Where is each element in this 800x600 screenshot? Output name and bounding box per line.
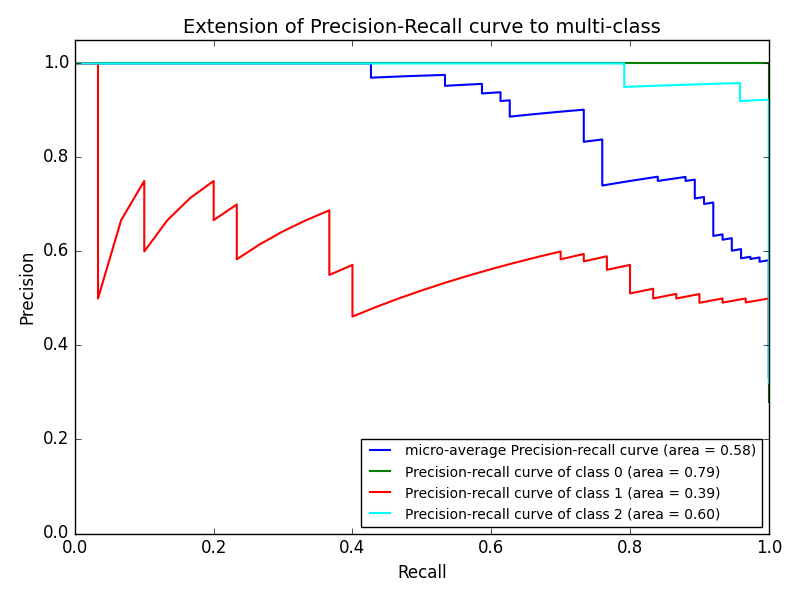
Precision-recall curve of class 1 (area = 0.39) [348,304,358,311]
Precision-recall curve of class 1 (area = 0.39) [764,342,774,349]
Precision-recall curve of class 0 (area = 0.79) [764,328,774,335]
Precision-recall curve of class 0 (area = 0.79) [764,385,774,392]
Legend: micro-average Precision-recall curve (area = 0.58), Precision-recall curve of cl: micro-average Precision-recall curve (ar… [361,439,762,527]
Line: micro-average Precision-recall curve (area = 0.58): micro-average Precision-recall curve (ar… [75,64,769,377]
Precision-recall curve of class 2 (area = 0.60) [764,379,774,386]
micro-average Precision-recall curve (area = 0.58) [70,60,80,67]
Line: Precision-recall curve of class 1 (area = 0.39): Precision-recall curve of class 1 (area … [75,64,769,346]
micro-average Precision-recall curve (area = 0.58) [570,107,579,114]
Precision-recall curve of class 1 (area = 0.39) [302,217,311,224]
Precision-recall curve of class 0 (area = 0.79) [764,398,774,406]
micro-average Precision-recall curve (area = 0.58) [764,367,774,374]
Precision-recall curve of class 0 (area = 0.79) [533,60,542,67]
Precision-recall curve of class 2 (area = 0.60) [764,112,774,119]
Precision-recall curve of class 2 (area = 0.60) [619,60,629,67]
Precision-recall curve of class 1 (area = 0.39) [94,60,103,67]
Precision-recall curve of class 0 (area = 0.79) [764,164,774,172]
Precision-recall curve of class 1 (area = 0.39) [648,290,658,297]
Precision-recall curve of class 2 (area = 0.60) [475,60,485,67]
micro-average Precision-recall curve (area = 0.58) [709,209,718,216]
Precision-recall curve of class 2 (area = 0.60) [764,364,774,371]
Precision-recall curve of class 2 (area = 0.60) [735,97,745,104]
micro-average Precision-recall curve (area = 0.58) [764,373,774,380]
Line: Precision-recall curve of class 0 (area = 0.79): Precision-recall curve of class 0 (area … [75,64,769,402]
Y-axis label: Precision: Precision [18,250,36,324]
Precision-recall curve of class 2 (area = 0.60) [764,217,774,224]
micro-average Precision-recall curve (area = 0.58) [598,168,607,175]
micro-average Precision-recall curve (area = 0.58) [107,60,117,67]
micro-average Precision-recall curve (area = 0.58) [366,60,376,67]
Precision-recall curve of class 1 (area = 0.39) [764,323,774,330]
Precision-recall curve of class 0 (area = 0.79) [70,60,80,67]
Precision-recall curve of class 2 (area = 0.60) [70,60,80,67]
Precision-recall curve of class 1 (area = 0.39) [70,60,80,67]
Precision-recall curve of class 1 (area = 0.39) [556,256,566,263]
Precision-recall curve of class 0 (area = 0.79) [764,135,774,142]
Line: Precision-recall curve of class 2 (area = 0.60): Precision-recall curve of class 2 (area … [75,64,769,383]
micro-average Precision-recall curve (area = 0.58) [653,178,662,185]
Precision-recall curve of class 1 (area = 0.39) [370,304,380,311]
X-axis label: Recall: Recall [397,564,446,582]
Precision-recall curve of class 2 (area = 0.60) [764,299,774,307]
Precision-recall curve of class 0 (area = 0.79) [764,256,774,263]
Precision-recall curve of class 0 (area = 0.79) [764,60,774,67]
Title: Extension of Precision-Recall curve to multi-class: Extension of Precision-Recall curve to m… [183,18,661,37]
